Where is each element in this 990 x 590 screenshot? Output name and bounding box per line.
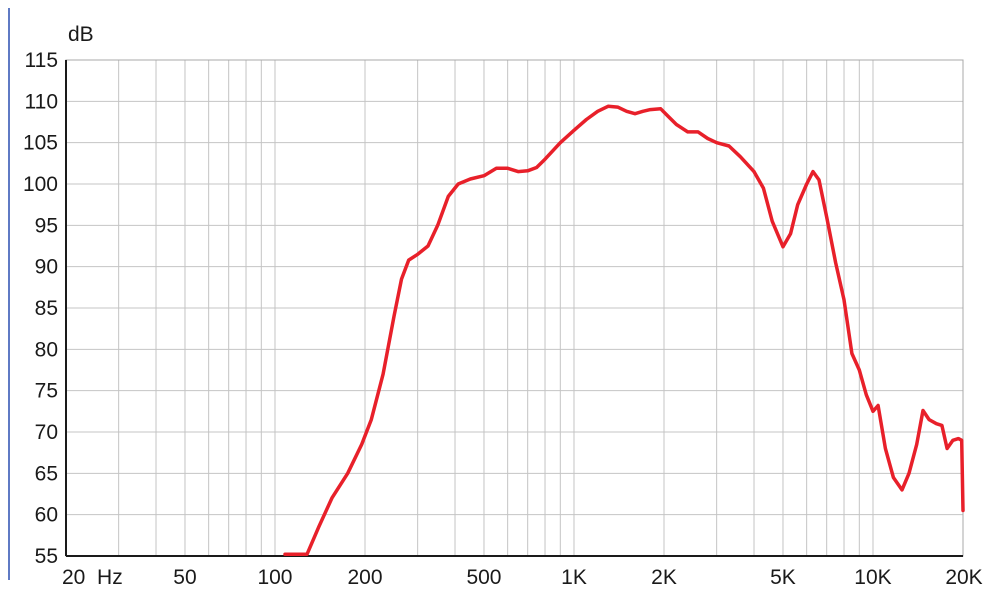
- x-tick-label: 1K: [561, 566, 587, 589]
- x-tick-label: 100: [257, 566, 292, 589]
- y-tick-label: 115: [25, 49, 58, 72]
- x-tick-label: 20 Hz: [62, 566, 123, 589]
- y-tick-label: 60: [35, 504, 58, 527]
- y-tick-label: 95: [35, 214, 58, 237]
- y-axis-tick-labels: 55 60 65 70 75 80 85 90 95 100 105 110 115: [23, 49, 58, 568]
- x-tick-label: 10K: [854, 566, 891, 589]
- x-tick-label: 5K: [770, 566, 796, 589]
- x-tick-label: 2K: [651, 566, 677, 589]
- y-axis-unit-label: dB: [68, 23, 94, 46]
- y-tick-label: 85: [35, 297, 58, 320]
- x-axis-tick-labels: 20 Hz 50 100 200 500 1K 2K 5K 10K 20K: [62, 566, 983, 589]
- y-tick-label: 105: [23, 132, 58, 155]
- y-tick-label: 90: [35, 256, 58, 279]
- y-tick-label: 65: [35, 462, 58, 485]
- x-tick-label: 50: [173, 566, 196, 589]
- y-tick-label: 75: [35, 380, 58, 403]
- series-layer: [283, 104, 965, 557]
- series-line: [283, 104, 965, 557]
- x-tick-label: 200: [347, 566, 382, 589]
- plot-grid: [65, 59, 964, 557]
- x-tick-label: 20K: [945, 566, 982, 589]
- y-tick-label: 110: [25, 90, 58, 113]
- y-tick-label: 80: [35, 338, 58, 361]
- y-tick-label: 100: [23, 173, 58, 196]
- x-tick-label: 500: [466, 566, 501, 589]
- y-tick-label: 55: [35, 545, 58, 568]
- y-tick-label: 70: [35, 421, 58, 444]
